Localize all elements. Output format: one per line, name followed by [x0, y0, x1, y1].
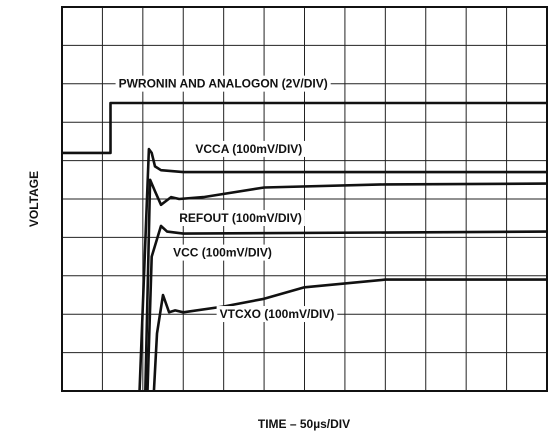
trace-4 [152, 278, 547, 391]
trace-1 [138, 147, 547, 391]
trace-0 [62, 101, 547, 155]
trace-label-2: REFOUT (100mV/DIV) [179, 211, 302, 225]
y-axis-label: VOLTAGE [27, 171, 41, 227]
trace-labels: PWRONIN AND ANALOGON (2V/DIV) VCCA (100mV… [115, 75, 338, 323]
trace-label-background [115, 75, 331, 92]
x-axis-label: TIME – 50µs/DIV [258, 417, 350, 431]
grid [62, 7, 547, 391]
trace-label-background [170, 244, 275, 261]
trace-label-0: PWRONIN AND ANALOGON (2V/DIV) [119, 77, 328, 91]
trace-label-1: VCCA (100mV/DIV) [195, 142, 302, 156]
trace-2 [144, 178, 547, 391]
traces [62, 101, 547, 391]
trace-label-background [192, 140, 306, 157]
plot-frame [61, 6, 548, 392]
trace-label-4: VTCXO (100mV/DIV) [220, 307, 335, 321]
trace-label-3: VCC (100mV/DIV) [173, 246, 272, 260]
trace-label-background [176, 210, 305, 227]
trace-3 [146, 224, 547, 391]
trace-label-background [216, 306, 338, 323]
